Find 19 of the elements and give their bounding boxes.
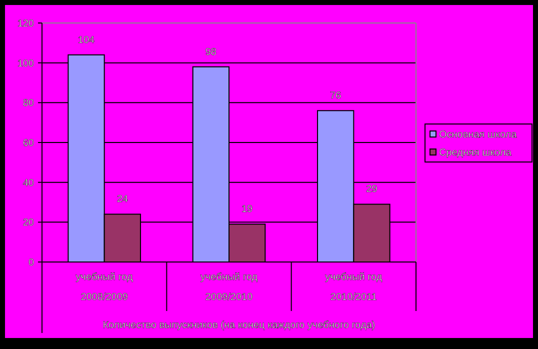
- y-tick-label: 120: [17, 18, 34, 30]
- data-label: 19: [242, 204, 254, 216]
- legend-label: Средняя школа: [439, 148, 512, 158]
- x-tick-label: учебный год 2008/2009: [76, 272, 134, 303]
- x-tick-label: учебный год 2010/2011: [325, 272, 382, 303]
- y-tick-label: 80: [22, 98, 34, 110]
- x-axis-title: Количество выпускников (на конец каждого учебного года): [102, 320, 376, 331]
- x-tick-label: учебный год 2009/2010: [200, 272, 258, 303]
- data-label: 24: [116, 194, 128, 206]
- y-tick-label: 40: [22, 178, 34, 189]
- data-label: 104: [78, 34, 96, 46]
- data-label: 98: [205, 46, 217, 58]
- y-tick-label: 0: [28, 258, 34, 268]
- data-label: 76: [330, 90, 342, 102]
- y-tick-label: 20: [22, 218, 34, 229]
- legend-label: Основная школа: [439, 130, 518, 140]
- data-label: 29: [366, 184, 378, 196]
- y-tick-label: 100: [17, 58, 34, 70]
- y-tick-label: 60: [22, 138, 34, 149]
